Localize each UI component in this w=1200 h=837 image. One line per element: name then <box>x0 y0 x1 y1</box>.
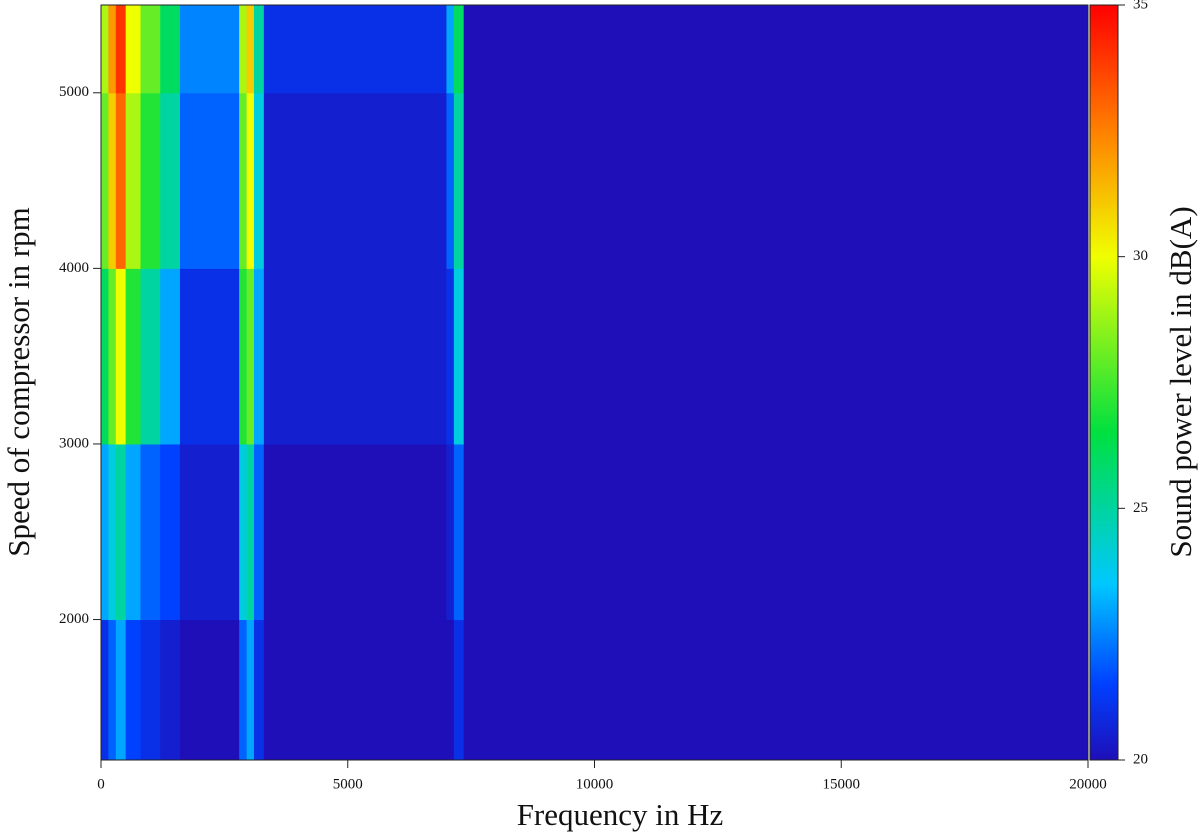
heatmap-cell <box>108 5 117 94</box>
heatmap-cell <box>246 619 255 761</box>
x-axis-label: Frequency in Hz <box>517 797 724 832</box>
heatmap-cell <box>253 92 265 269</box>
heatmap-cell <box>446 268 455 445</box>
heatmap-cell <box>101 443 109 621</box>
heatmap-cell <box>239 619 248 761</box>
heatmap-cell <box>263 92 447 269</box>
colorbar-tick-label: 35 <box>1133 0 1148 12</box>
y-tick-label: 4000 <box>59 260 89 276</box>
heatmap-cell <box>160 5 181 94</box>
heatmap-cell <box>115 5 127 94</box>
heatmap-cell <box>140 268 161 445</box>
heatmap-cell <box>453 92 465 269</box>
heatmap-cell <box>160 443 181 621</box>
heatmap-cell <box>463 443 1089 621</box>
heatmap-cell <box>463 619 1089 761</box>
heatmap-cell <box>101 268 109 445</box>
heatmap-cell <box>446 619 455 761</box>
heatmap-cell <box>453 5 465 94</box>
y-tick-label: 5000 <box>59 84 89 100</box>
heatmap-cell <box>239 268 248 445</box>
heatmap-cell <box>263 268 447 445</box>
x-tick-label: 5000 <box>333 776 363 792</box>
heatmap-cell <box>253 5 265 94</box>
heatmap-cell <box>446 92 455 269</box>
colorbar <box>1089 4 1119 761</box>
heatmap-cell <box>125 268 141 445</box>
heatmap-cell <box>179 619 240 761</box>
heatmap-cell <box>246 5 255 94</box>
heatmap-cell <box>125 443 141 621</box>
heatmap-cell <box>446 5 455 94</box>
heatmap-cell <box>108 92 117 269</box>
heatmap-cell <box>179 443 240 621</box>
heatmap-cell <box>263 443 447 621</box>
y-axis-label: Speed of compressor in rpm <box>1 207 36 557</box>
colorbar-tick-label: 30 <box>1133 248 1148 264</box>
heatmap-cell <box>246 268 255 445</box>
heatmap-cell <box>140 92 161 269</box>
heatmap-cell <box>108 443 117 621</box>
heatmap-cell <box>160 92 181 269</box>
y-tick-label: 2000 <box>59 611 89 627</box>
heatmap-cell <box>125 619 141 761</box>
heatmap-cell <box>160 619 181 761</box>
heatmap-cell <box>140 5 161 94</box>
heatmap-cell <box>253 268 265 445</box>
heatmap-cell <box>108 268 117 445</box>
heatmap-cell <box>140 443 161 621</box>
heatmap-cell <box>160 268 181 445</box>
y-tick-label: 3000 <box>59 435 89 451</box>
heatmap-cell <box>246 92 255 269</box>
heatmap-cell <box>446 443 455 621</box>
x-tick-label: 20000 <box>1069 776 1107 792</box>
colorbar-tick-label: 25 <box>1133 500 1148 516</box>
heatmap-cell <box>101 5 109 94</box>
heatmap-cell <box>263 5 447 94</box>
heatmap-cell <box>115 268 127 445</box>
colorbar-label: Sound power level in dB(A) <box>1163 206 1198 557</box>
heatmap-cell <box>453 443 465 621</box>
heatmap-cell <box>108 619 117 761</box>
heatmap-cell <box>263 619 447 761</box>
heatmap-cell <box>115 92 127 269</box>
heatmap-cell <box>125 5 141 94</box>
heatmap-cell <box>253 619 265 761</box>
heatmap-cell <box>253 443 265 621</box>
heatmap-cell <box>453 619 465 761</box>
x-tick-label: 10000 <box>576 776 614 792</box>
heatmap-cell <box>463 268 1089 445</box>
heatmap-cell <box>125 92 141 269</box>
heatmap-cell <box>453 268 465 445</box>
heatmap-cell <box>239 5 248 94</box>
heatmap-cell <box>115 443 127 621</box>
heatmap-cell <box>463 5 1089 94</box>
heatmap-cell <box>179 5 240 94</box>
heatmap-cell <box>101 92 109 269</box>
heatmap-cell <box>239 92 248 269</box>
heatmap-cell <box>463 92 1089 269</box>
heatmap-cell <box>140 619 161 761</box>
heatmap-cell <box>179 92 240 269</box>
heatmap-cell <box>101 619 109 761</box>
heatmap-cell <box>115 619 127 761</box>
colorbar-tick-label: 20 <box>1133 751 1148 767</box>
heatmap-cell <box>246 443 255 621</box>
heatmap-cell <box>239 443 248 621</box>
heatmap-cell <box>179 268 240 445</box>
x-tick-label: 0 <box>97 776 105 792</box>
x-tick-label: 15000 <box>823 776 861 792</box>
